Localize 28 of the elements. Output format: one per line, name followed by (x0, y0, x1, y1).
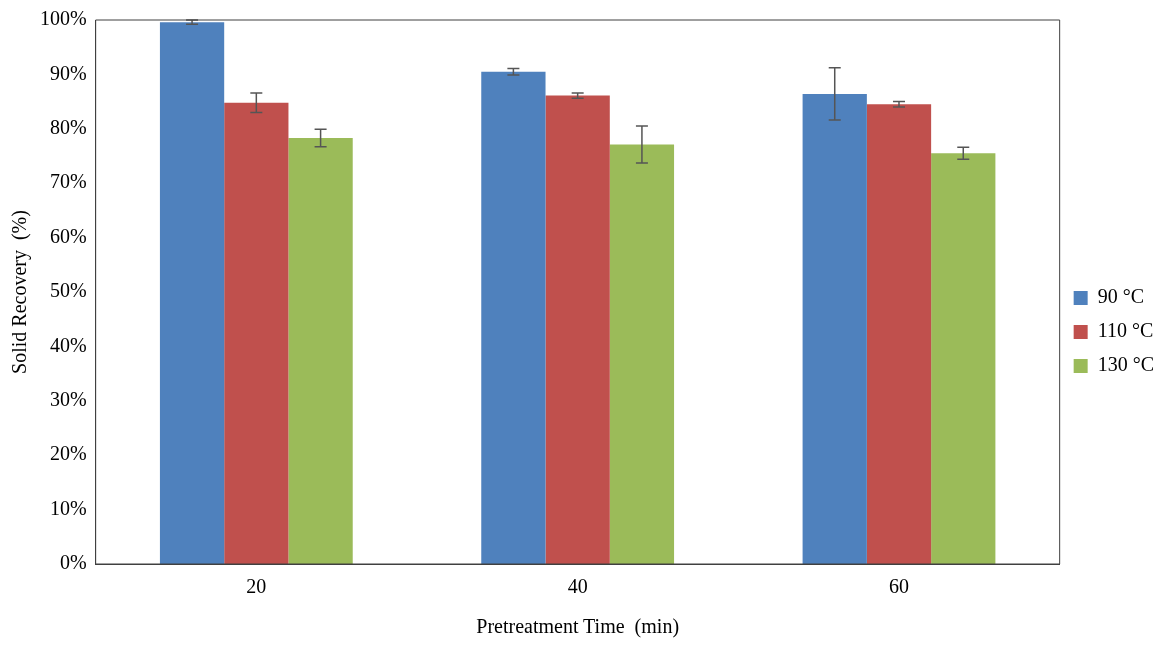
y-tick-label: 30% (49, 388, 87, 411)
legend-label: 90 °C (1097, 285, 1145, 308)
y-tick-label: 80% (49, 116, 87, 139)
x-tick-label: 60 (889, 575, 909, 598)
bar (159, 22, 225, 564)
y-tick-label: 70% (49, 170, 87, 193)
y-tick-label: 90% (49, 61, 87, 84)
y-tick-label: 40% (49, 333, 87, 356)
y-tick-label: 60% (49, 224, 87, 247)
legend-label: 130 °C (1097, 353, 1155, 376)
bar (288, 138, 353, 564)
x-axis-title: Pretreatment Time (min) (476, 615, 680, 639)
x-tick-label: 20 (246, 575, 267, 598)
x-tick-label: 40 (567, 575, 588, 598)
y-axis-title: Solid Recovery (%) (8, 210, 32, 374)
bar (931, 153, 996, 564)
bar (481, 71, 546, 564)
bar (224, 102, 289, 564)
y-tick-label: 0% (59, 551, 87, 574)
bar (866, 104, 932, 564)
y-tick-label: 50% (49, 279, 87, 302)
y-tick-label: 100% (39, 7, 87, 30)
y-tick-label: 20% (49, 442, 87, 465)
bar (802, 93, 867, 564)
y-tick-label: 10% (49, 496, 87, 519)
legend-label: 110 °C (1097, 319, 1154, 342)
bar (545, 95, 610, 564)
bar (609, 144, 675, 564)
